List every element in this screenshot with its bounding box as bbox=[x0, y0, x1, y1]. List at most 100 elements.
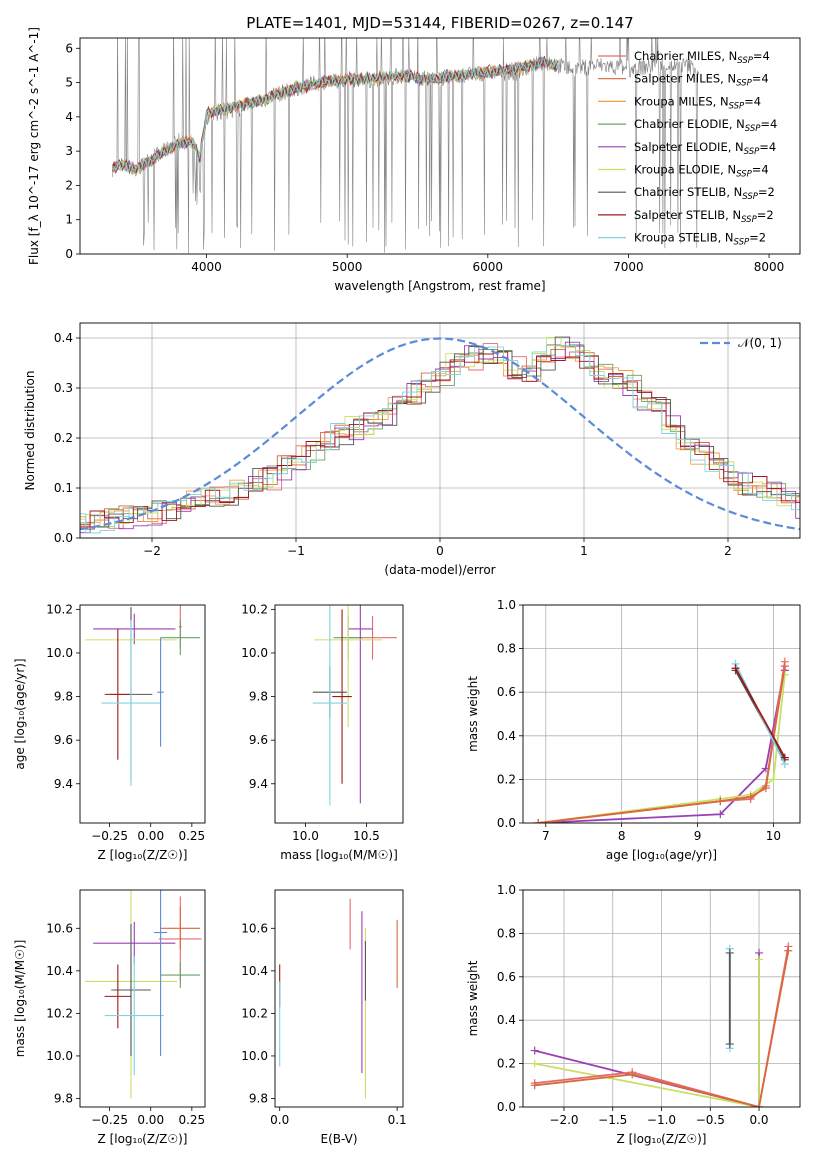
weight-plot-area bbox=[530, 942, 793, 1107]
axes-frame bbox=[274, 604, 404, 824]
y-tick-label: 0.6 bbox=[497, 970, 516, 984]
data-point bbox=[104, 628, 131, 760]
x-tick-label: −2.0 bbox=[549, 1113, 578, 1127]
y-tick-label: 0.4 bbox=[497, 1013, 516, 1027]
y-tick-label: 10.2 bbox=[46, 1006, 73, 1020]
mass-vs-metallicity-panel: −0.25 0.00 0.25 9.8 10.0 10.2 10.4 10.6 Z [log₁₀… bbox=[13, 889, 206, 1146]
y-tick-label: 0.0 bbox=[497, 1100, 516, 1114]
weight-series-line bbox=[534, 959, 760, 1107]
data-point bbox=[160, 962, 201, 988]
age-vs-metallicity-panel: −0.25 0.00 0.25 9.4 9.6 9.8 10.0 10.2 Z [log₁₀(Z… bbox=[13, 602, 206, 862]
x-tick-label: 0 bbox=[436, 544, 444, 558]
x-tick-label: 10 bbox=[766, 829, 781, 843]
weight-series-line bbox=[734, 667, 786, 759]
y-axis-label: mass weight bbox=[466, 676, 480, 752]
x-tick-label: 0.0 bbox=[749, 1113, 768, 1127]
data-point bbox=[348, 605, 373, 804]
y-tick-label: 0.3 bbox=[54, 381, 73, 395]
y-tick-label: 3 bbox=[65, 144, 73, 158]
y-tick-label: 10.0 bbox=[46, 646, 73, 660]
legend-label: Chabrier MILES, NSSP=4 bbox=[634, 49, 770, 66]
y-tick-label: 1 bbox=[65, 213, 73, 227]
x-axis-label: wavelength [Angstrom, rest frame] bbox=[334, 279, 545, 293]
x-tick-label: −1.0 bbox=[647, 1113, 676, 1127]
x-tick-label: 7000 bbox=[613, 260, 644, 274]
y-tick-label: 10.0 bbox=[241, 646, 268, 660]
mass-vs-ebv-panel: 0.0 0.1 9.8 10.0 10.2 10.4 10.6 E(B-V) bbox=[241, 889, 407, 1146]
x-axis-label: Z [log₁₀(Z/Z☉)] bbox=[98, 1132, 188, 1146]
y-tick-label: 10.2 bbox=[241, 602, 268, 616]
y-tick-label: 10.6 bbox=[241, 921, 268, 935]
histogram-step-line bbox=[80, 351, 800, 527]
histogram-step-line bbox=[80, 337, 800, 527]
axes-frame bbox=[79, 37, 801, 255]
y-tick-label: 0.2 bbox=[497, 772, 516, 786]
y-tick-label: 0.1 bbox=[54, 481, 73, 495]
x-tick-label: 8 bbox=[618, 829, 626, 843]
y-tick-label: 0.8 bbox=[497, 926, 516, 940]
histogram-plot-area bbox=[80, 336, 800, 534]
x-tick-label: 0.0 bbox=[270, 1113, 289, 1127]
y-tick-label: 0.2 bbox=[497, 1057, 516, 1071]
y-axis-label: Normed distribution bbox=[23, 371, 37, 491]
x-tick-label: 9 bbox=[694, 829, 702, 843]
x-axis-label: (data-model)/error bbox=[384, 563, 495, 577]
histogram-step-line bbox=[80, 341, 800, 534]
x-tick-label: 10.0 bbox=[292, 829, 319, 843]
data-point bbox=[157, 637, 164, 747]
scatter-plot-area bbox=[312, 605, 397, 806]
weight-marker bbox=[784, 946, 793, 955]
y-tick-label: 0.6 bbox=[497, 685, 516, 699]
y-tick-label: 9.8 bbox=[249, 1091, 268, 1105]
x-tick-label: 0.00 bbox=[137, 829, 164, 843]
data-point bbox=[104, 964, 131, 1029]
y-tick-label: 10.4 bbox=[241, 964, 268, 978]
axes-frame bbox=[79, 889, 206, 1108]
x-tick-label: −1.5 bbox=[598, 1113, 627, 1127]
x-tick-label: −0.25 bbox=[91, 829, 128, 843]
weight-marker bbox=[780, 753, 789, 762]
weight-marker bbox=[746, 792, 755, 801]
weight-marker bbox=[725, 1040, 734, 1049]
legend-label: Kroupa ELODIE, NSSP=4 bbox=[634, 163, 769, 180]
x-tick-label: 7 bbox=[542, 829, 550, 843]
figure-title: PLATE=1401, MJD=53144, FIBERID=0267, z=0… bbox=[246, 14, 633, 32]
weight-marker bbox=[530, 1081, 539, 1090]
x-axis-label: age [log₁₀(age/yr)] bbox=[606, 848, 717, 862]
x-tick-label: 0.25 bbox=[178, 829, 205, 843]
weight-marker bbox=[731, 664, 740, 673]
y-tick-label: 6 bbox=[65, 41, 73, 55]
x-axis-label: E(B-V) bbox=[320, 1132, 357, 1146]
y-tick-label: 0.8 bbox=[497, 642, 516, 656]
y-tick-label: 10.0 bbox=[241, 1049, 268, 1063]
y-tick-label: 9.8 bbox=[54, 690, 73, 704]
axes-frame bbox=[79, 604, 206, 824]
normal-distribution-curve bbox=[80, 337, 800, 531]
spectrum-legend: Chabrier MILES, NSSP=4 Salpeter MILES, NS… bbox=[598, 49, 777, 248]
axes-frame bbox=[522, 889, 801, 1108]
y-tick-label: 0.0 bbox=[497, 816, 516, 830]
y-tick-label: 10.2 bbox=[46, 602, 73, 616]
y-tick-label: 0.2 bbox=[54, 431, 73, 445]
legend-label: Kroupa STELIB, NSSP=2 bbox=[634, 231, 766, 248]
y-tick-label: 0 bbox=[65, 247, 73, 261]
scatter-plot-area bbox=[84, 605, 201, 786]
weight-marker bbox=[769, 775, 778, 784]
weight-marker bbox=[530, 1059, 539, 1068]
x-tick-label: 10.5 bbox=[353, 829, 380, 843]
axes-frame bbox=[274, 889, 404, 1108]
y-tick-label: 1.0 bbox=[497, 883, 516, 897]
x-tick-label: −0.25 bbox=[91, 1113, 128, 1127]
scatter-plot-area bbox=[84, 890, 202, 1099]
y-tick-label: 10.6 bbox=[46, 921, 73, 935]
weight-series-line bbox=[538, 674, 786, 823]
x-tick-label: 4000 bbox=[191, 260, 222, 274]
data-point bbox=[314, 605, 383, 728]
x-tick-label: 0.25 bbox=[178, 1113, 205, 1127]
data-point bbox=[104, 955, 164, 1076]
data-point bbox=[312, 605, 347, 806]
axes-frame bbox=[79, 322, 801, 539]
data-point bbox=[93, 613, 176, 645]
weight-marker bbox=[716, 797, 725, 806]
